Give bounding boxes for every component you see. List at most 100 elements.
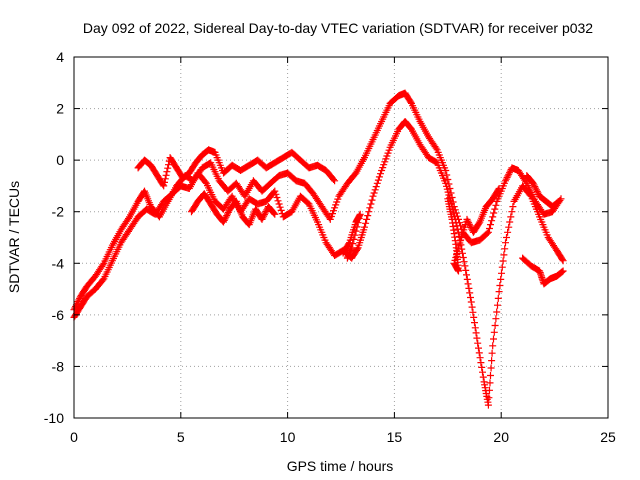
data-point-marker <box>462 266 470 274</box>
data-point-marker <box>460 258 468 266</box>
data-point-marker <box>503 234 510 241</box>
data-point-marker <box>444 176 452 183</box>
plot-frame <box>73 56 609 419</box>
x-tick-label: 0 <box>70 429 78 445</box>
data-point-marker <box>223 212 231 220</box>
data-point-marker <box>221 215 229 223</box>
data-point-marker <box>558 255 566 263</box>
data-point-marker <box>276 203 284 211</box>
data-point-marker <box>536 267 544 275</box>
data-point-marker <box>553 199 561 207</box>
data-point-marker <box>375 173 383 181</box>
data-point-marker <box>502 177 509 185</box>
data-point-marker <box>509 203 517 211</box>
data-point-marker <box>526 191 534 199</box>
data-point-marker <box>492 315 500 323</box>
data-point-marker <box>477 359 485 367</box>
data-point-marker <box>368 196 376 204</box>
data-point-marker <box>361 223 368 231</box>
data-point-marker <box>468 303 476 311</box>
data-point-marker <box>485 394 493 402</box>
data-point-marker <box>494 294 502 302</box>
data-point-marker <box>558 268 566 276</box>
y-tick-label: 0 <box>56 152 64 168</box>
data-point-marker <box>479 373 487 381</box>
data-point-marker <box>464 217 472 225</box>
data-point-marker <box>533 187 541 195</box>
data-point-marker <box>507 213 515 221</box>
data-point-marker <box>559 257 567 265</box>
data-point-marker <box>277 206 285 214</box>
data-point-marker <box>488 217 496 225</box>
data-point-marker <box>362 219 370 227</box>
x-tick-label: 20 <box>493 429 509 445</box>
data-point-marker <box>350 235 358 243</box>
data-point-marker <box>442 179 450 187</box>
data-point-marker <box>486 386 493 394</box>
data-point-marker <box>498 263 506 271</box>
data-point-marker <box>75 296 83 304</box>
data-point-marker <box>353 223 361 231</box>
data-point-marker <box>273 194 281 201</box>
data-point-marker <box>489 342 497 350</box>
data-point-marker <box>491 322 499 329</box>
data-point-marker <box>464 280 472 288</box>
data-point-marker <box>259 214 267 222</box>
data-point-marker <box>371 186 379 194</box>
data-point-marker <box>487 364 495 372</box>
series-track-c <box>134 146 339 190</box>
data-point-marker <box>224 210 231 218</box>
data-point-marker <box>377 170 384 178</box>
data-point-marker <box>459 254 467 261</box>
data-point-marker <box>501 245 509 253</box>
data-point-marker <box>502 175 510 183</box>
data-point-marker <box>160 182 168 190</box>
data-point-marker <box>486 225 493 232</box>
data-point-marker <box>470 313 478 321</box>
data-point-marker <box>465 220 473 228</box>
data-point-marker <box>466 289 474 297</box>
data-point-marker <box>260 212 268 220</box>
data-point-marker <box>506 218 514 226</box>
data-point-marker <box>475 344 482 352</box>
data-point-marker <box>503 174 511 181</box>
data-point-marker <box>490 335 497 343</box>
data-point-marker <box>502 239 509 247</box>
data-point-marker <box>353 245 361 253</box>
data-point-marker <box>343 254 351 262</box>
x-tick-label: 5 <box>177 429 185 445</box>
chart-title: Day 092 of 2022, Sidereal Day-to-day VTE… <box>83 20 593 36</box>
data-point-marker <box>271 210 279 218</box>
data-point-marker <box>506 169 513 177</box>
data-point-marker <box>432 144 440 152</box>
x-axis-label: GPS time / hours <box>287 458 394 474</box>
series-track-h <box>523 172 563 211</box>
y-tick-label: -2 <box>52 204 65 220</box>
data-point-marker <box>505 223 513 231</box>
data-point-marker <box>272 190 280 198</box>
series-track-f <box>519 254 567 288</box>
data-point-marker <box>493 308 501 316</box>
data-point-marker <box>261 209 269 217</box>
data-point-marker <box>490 209 498 217</box>
data-point-marker <box>491 205 499 213</box>
data-point-marker <box>366 204 374 212</box>
data-point-marker <box>260 211 268 219</box>
data-point-marker <box>222 213 230 221</box>
data-point-marker <box>559 267 567 275</box>
data-point-marker <box>161 175 169 183</box>
data-point-marker <box>331 177 339 185</box>
data-point-marker <box>454 225 462 233</box>
data-point-marker <box>224 208 232 216</box>
data-point-marker <box>490 328 498 336</box>
data-point-marker <box>365 208 373 216</box>
data-point-marker <box>488 349 496 357</box>
data-point-marker <box>538 275 546 283</box>
data-point-marker <box>370 189 378 197</box>
x-tick-label: 15 <box>387 429 403 445</box>
data-point-marker <box>354 219 362 227</box>
data-point-marker <box>372 183 380 191</box>
